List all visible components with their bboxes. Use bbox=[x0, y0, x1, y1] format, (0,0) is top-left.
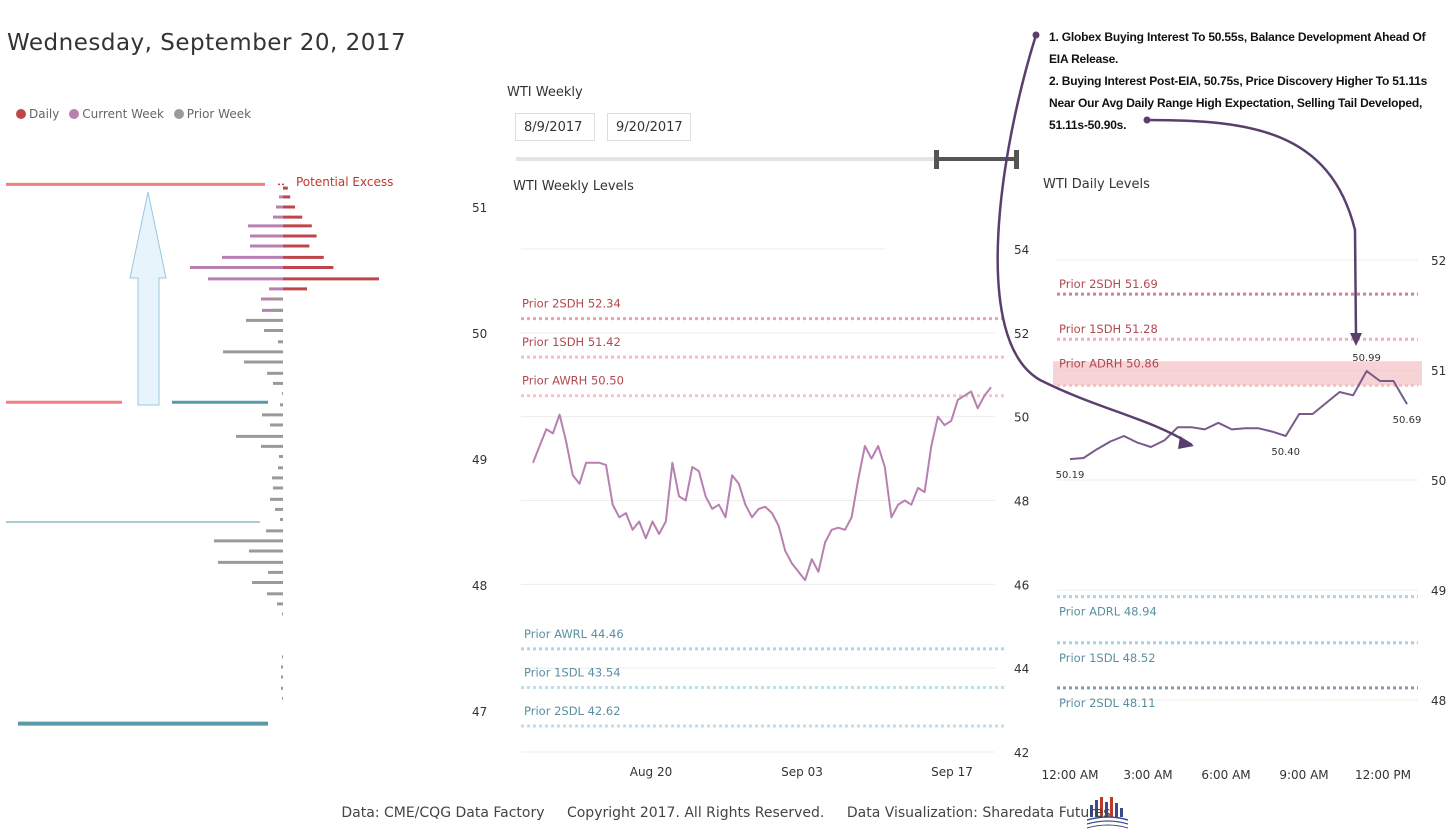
annotation-2-arrow-icon bbox=[1146, 118, 1358, 339]
weekly-x-tick: Aug 20 bbox=[630, 765, 673, 779]
footer-visualization: Data Visualization: Sharedata Futures bbox=[846, 805, 1111, 821]
weekly-level-label: Prior 1SDL 43.54 bbox=[524, 665, 621, 679]
weekly-y-tick: 42 bbox=[1014, 746, 1029, 760]
daily-data-label: 50.40 bbox=[1271, 447, 1300, 458]
profile-arrow-icon bbox=[129, 191, 167, 406]
weekly-x-tick: Sep 17 bbox=[931, 765, 973, 779]
daily-y-tick: 49 bbox=[1431, 584, 1446, 598]
end-date-input[interactable]: 9/20/2017 bbox=[607, 113, 691, 141]
date-range-slider[interactable] bbox=[516, 150, 1019, 169]
footer: Data: CME/CQG Data Factory Copyright 201… bbox=[0, 805, 1452, 821]
volume-profile-chart: Potential Excess 51 50 49 48 47 bbox=[6, 175, 487, 726]
weekly-slicer-label: WTI Weekly bbox=[507, 85, 583, 100]
daily-x-tick: 9:00 AM bbox=[1279, 768, 1328, 782]
weekly-level-label: Prior 1SDH 51.42 bbox=[522, 335, 621, 349]
legend-label-daily: Daily bbox=[29, 107, 60, 121]
daily-levels-chart: WTI Daily Levels 52 51 50 49 48 Prior 2SDH 5… bbox=[1042, 177, 1447, 782]
page-title: Wednesday, September 20, 2017 bbox=[7, 30, 407, 56]
annotation-line: EIA Release. bbox=[1049, 52, 1119, 66]
annotation-line: 51.11s-50.90s. bbox=[1049, 118, 1127, 132]
weekly-y-tick: 50 bbox=[1014, 411, 1029, 425]
annotation-line: 1. Globex Buying Interest To 50.55s, Bal… bbox=[1049, 30, 1426, 44]
daily-level-label: Prior ADRL 48.94 bbox=[1059, 605, 1157, 619]
weekly-level-label: Prior 2SDL 42.62 bbox=[524, 704, 621, 718]
legend: Daily Current Week Prior Week bbox=[16, 107, 257, 121]
potential-excess-label: Potential Excess bbox=[296, 175, 393, 189]
legend-dot-daily bbox=[16, 109, 26, 119]
daily-y-tick: 51 bbox=[1431, 364, 1446, 378]
weekly-y-tick: 54 bbox=[1014, 243, 1029, 257]
daily-price-line bbox=[1069, 370, 1408, 461]
annotation-1-arrow-icon bbox=[996, 34, 1193, 447]
weekly-price-line bbox=[532, 386, 992, 582]
annotation-line: Near Our Avg Daily Range High Expectatio… bbox=[1049, 96, 1423, 110]
weekly-y-tick: 52 bbox=[1014, 327, 1029, 341]
weekly-x-tick: Sep 03 bbox=[781, 765, 823, 779]
profile-y-tick: 51 bbox=[472, 201, 487, 215]
legend-label-prior-week: Prior Week bbox=[186, 107, 252, 121]
footer-data-source: Data: CME/CQG Data Factory bbox=[341, 805, 545, 821]
daily-data-label: 50.69 bbox=[1393, 415, 1422, 426]
profile-y-tick: 50 bbox=[472, 327, 487, 341]
daily-level-label: Prior 2SDL 48.11 bbox=[1059, 696, 1156, 710]
legend-label-current-week: Current Week bbox=[82, 107, 164, 121]
weekly-y-tick: 44 bbox=[1014, 662, 1029, 676]
daily-y-tick: 50 bbox=[1431, 474, 1446, 488]
legend-dot-current-week bbox=[69, 109, 80, 119]
weekly-levels-chart: WTI Weekly Levels 54 52 50 48 46 44 42 Prior 2… bbox=[513, 179, 1029, 779]
weekly-level-label: Prior AWRL 44.46 bbox=[524, 627, 624, 641]
daily-y-tick: 48 bbox=[1431, 694, 1446, 708]
slider-handle-end[interactable] bbox=[1014, 150, 1019, 169]
weekly-chart-title: WTI Weekly Levels bbox=[513, 179, 634, 194]
daily-x-tick: 12:00 AM bbox=[1042, 768, 1099, 782]
daily-level-label: Prior 2SDH 51.69 bbox=[1059, 277, 1158, 291]
footer-copyright: Copyright 2017. All Rights Reserved. bbox=[566, 805, 825, 821]
start-date-input[interactable]: 8/9/2017 bbox=[515, 113, 595, 141]
daily-chart-title: WTI Daily Levels bbox=[1043, 177, 1150, 192]
legend-dot-prior-week bbox=[173, 109, 184, 119]
profile-y-tick: 47 bbox=[472, 705, 487, 719]
daily-x-tick: 3:00 AM bbox=[1123, 768, 1172, 782]
daily-level-label: Prior ADRH 50.86 bbox=[1059, 356, 1159, 370]
weekly-y-tick: 46 bbox=[1014, 578, 1029, 592]
daily-data-label: 50.99 bbox=[1352, 353, 1381, 364]
slider-handle-start[interactable] bbox=[934, 150, 939, 169]
legend-item-daily[interactable]: Daily bbox=[16, 107, 59, 121]
annotation-text: 1. Globex Buying Interest To 50.55s, Bal… bbox=[1049, 26, 1444, 136]
sharedata-logo bbox=[1086, 797, 1129, 829]
profile-y-tick: 48 bbox=[472, 579, 487, 593]
weekly-level-label: Prior 2SDH 52.34 bbox=[522, 297, 621, 311]
weekly-y-tick: 48 bbox=[1014, 495, 1029, 509]
legend-item-prior-week[interactable]: Prior Week bbox=[173, 107, 252, 121]
daily-level-label: Prior 1SDH 51.28 bbox=[1059, 322, 1158, 336]
weekly-level-label: Prior AWRH 50.50 bbox=[522, 374, 624, 388]
daily-y-tick: 52 bbox=[1431, 254, 1446, 268]
annotation-line: 2. Buying Interest Post-EIA, 50.75s, Pri… bbox=[1049, 74, 1428, 88]
daily-x-tick: 6:00 AM bbox=[1201, 768, 1250, 782]
profile-y-tick: 49 bbox=[472, 453, 487, 467]
annotation-arrows bbox=[996, 31, 1362, 449]
legend-item-current-week[interactable]: Current Week bbox=[69, 107, 164, 121]
daily-data-label: 50.19 bbox=[1056, 470, 1085, 481]
daily-x-tick: 12:00 PM bbox=[1355, 768, 1411, 782]
daily-level-label: Prior 1SDL 48.52 bbox=[1059, 651, 1156, 665]
